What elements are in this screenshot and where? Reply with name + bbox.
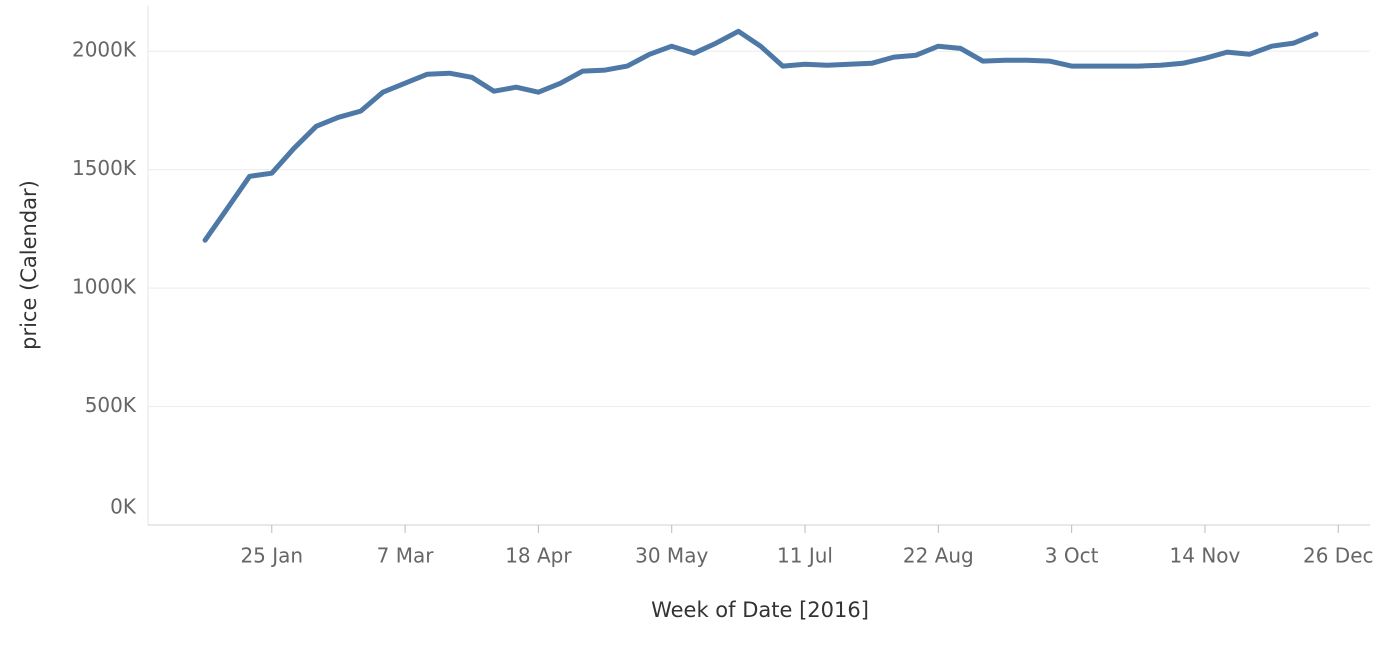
x-tick-label: 3 Oct [1045,544,1099,568]
y-tick-label: 1000K [72,275,137,299]
x-tick-label: 25 Jan [240,544,303,568]
x-tick-label: 30 May [635,544,708,568]
x-tick-label: 14 Nov [1170,544,1241,568]
y-axis-label: price (Calendar) [17,180,41,350]
y-tick-label: 0K [110,495,137,519]
x-tick-label: 11 Jul [777,544,833,568]
x-tick-label: 18 Apr [505,544,572,568]
y-tick-label: 1500K [72,156,137,180]
line-series [202,28,1319,243]
x-tick-label: 22 Aug [903,544,974,568]
x-tick-label: 26 Dec [1303,544,1374,568]
x-tick-label: 7 Mar [377,544,435,568]
y-tick-label: 2000K [72,38,137,62]
x-axis-label: Week of Date [2016] [651,598,869,622]
y-tick-label: 500K [85,393,137,417]
